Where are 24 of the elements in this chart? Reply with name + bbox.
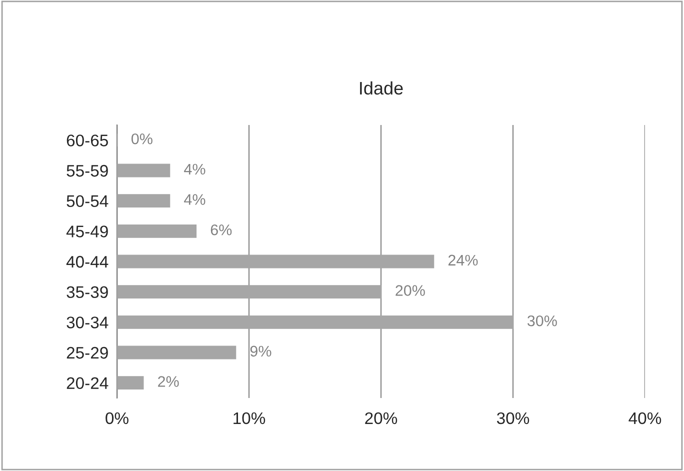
data-label: 4%: [184, 164, 206, 175]
y-tick-label: 20-24: [66, 377, 108, 390]
data-label: 4%: [184, 194, 206, 205]
y-tick-label: 45-49: [66, 226, 108, 238]
data-label: 20%: [396, 285, 425, 296]
data-label: 6%: [210, 224, 232, 236]
data-label: 9%: [250, 346, 272, 357]
x-tick-label: 20%: [365, 412, 398, 424]
data-label: 2%: [158, 376, 179, 387]
y-tick-label: 35-39: [66, 286, 108, 298]
data-label: 24%: [448, 254, 478, 266]
chart-title: Idade: [360, 81, 403, 95]
y-tick-label: 40-44: [66, 256, 108, 268]
x-tick-label: 40%: [628, 412, 662, 424]
y-tick-label: 25-29: [66, 346, 108, 359]
x-tick-label: 10%: [234, 412, 266, 424]
y-tick-label: 30-34: [66, 316, 108, 328]
data-label: 30%: [527, 315, 557, 326]
y-tick-label: 50-54: [66, 195, 108, 208]
y-tick-label: 55-59: [66, 164, 108, 177]
x-tick-label: 0%: [106, 412, 128, 424]
x-tick-label: 30%: [496, 412, 530, 424]
data-label: 0%: [131, 133, 152, 144]
y-tick-label: 60-65: [66, 134, 108, 146]
